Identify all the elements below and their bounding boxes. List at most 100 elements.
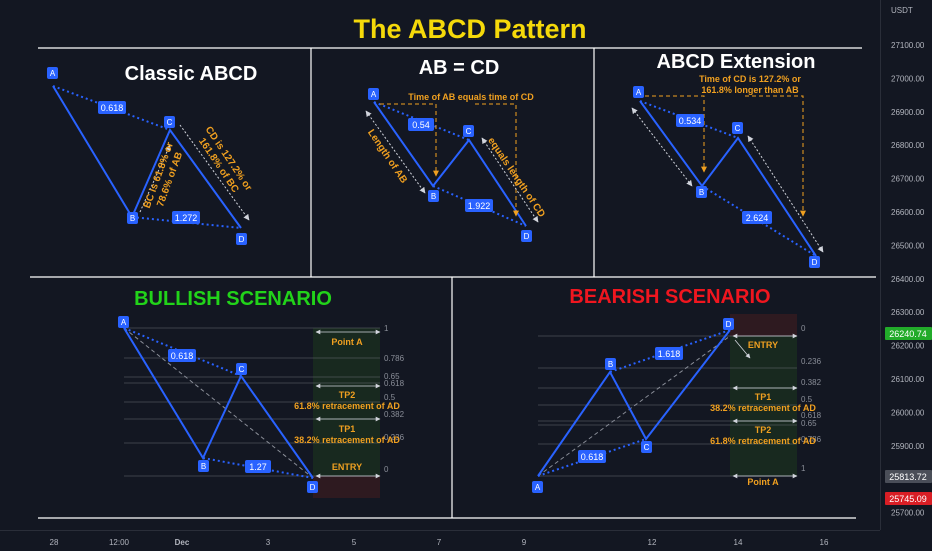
bearish-point-c: C — [644, 443, 650, 452]
bullish-title: BULLISH SCENARIO — [134, 288, 332, 310]
bearish-point-c-box — [641, 441, 652, 453]
bearish-point-b: B — [608, 360, 613, 369]
bearish-point-d: D — [726, 320, 732, 329]
price-badge-red: 25745.09 — [889, 494, 927, 504]
extension-point-c: C — [735, 124, 741, 133]
bearish-point-b-box — [605, 358, 616, 370]
bearish-entry-arrow — [734, 339, 751, 359]
currency-label: USDT — [891, 6, 913, 15]
bullish-point-d: D — [310, 483, 316, 492]
bullish-tp1-desc: 38.2% retracement of AD — [294, 435, 400, 445]
bearish-ratio-bd: 1.618 — [658, 349, 681, 359]
bearish-fib-05: 0.5 — [801, 395, 813, 404]
equal-ratio-ac: 0.54 — [412, 120, 430, 130]
extension-point-a-box — [633, 86, 644, 98]
bullish-point-b-box — [198, 460, 209, 472]
panel-frames — [30, 47, 876, 519]
bullish-point-b: B — [201, 462, 206, 471]
bearish-point-d-box — [723, 318, 734, 330]
bearish-ratio-ac-box — [578, 450, 606, 463]
price-tick-group: 27100.00 27000.00 26900.00 26800.00 26700.00… — [891, 41, 925, 518]
bullish-fib-0236: 0.236 — [384, 433, 405, 442]
price-tick-label: 26900.00 — [891, 108, 925, 117]
panel-equal: AB = CD Time of AB equals time of CD Len… — [365, 57, 547, 242]
time-tick-label: 28 — [50, 538, 59, 547]
time-tick-label: 14 — [734, 538, 743, 547]
extension-ratio-ac: 0.534 — [679, 116, 702, 126]
equal-cd-length-arrow — [481, 137, 539, 223]
bullish-point-a: A — [121, 318, 127, 327]
price-badge-gray-box — [885, 470, 932, 483]
bullish-tp2-label: TP2 — [339, 390, 356, 400]
equal-title: AB = CD — [419, 57, 500, 79]
bullish-ratio-ac-box — [168, 349, 196, 362]
bearish-title: BEARISH SCENARIO — [569, 286, 770, 308]
bearish-point-a-box — [532, 481, 543, 493]
bullish-ad-diagonal — [123, 327, 314, 479]
equal-ratio-bd: 1.922 — [468, 201, 491, 211]
equal-point-c: C — [466, 127, 472, 136]
price-tick-label: 26200.00 — [891, 342, 925, 351]
classic-point-b-box — [127, 212, 138, 224]
bearish-tp2-label: TP2 — [755, 425, 772, 435]
bearish-stop-zone — [730, 314, 797, 336]
price-tick-label: 27000.00 — [891, 74, 925, 83]
bearish-entry-label: ENTRY — [748, 340, 778, 350]
bullish-point-c: C — [239, 365, 245, 374]
bearish-fib-0236: 0.236 — [801, 357, 822, 366]
bullish-fib-labels: 1 0.786 0.65 0.618 0.5 0.382 0.236 0 — [384, 324, 405, 474]
classic-bc-arrow — [139, 144, 171, 213]
bullish-fib-0: 0 — [384, 465, 389, 474]
price-tick-label: 26500.00 — [891, 241, 925, 250]
extension-point-d-box — [809, 256, 820, 268]
bullish-point-a-label: Point A — [331, 337, 363, 347]
bearish-fib-1: 1 — [801, 464, 806, 473]
equal-ratio-bd-box — [465, 199, 493, 212]
time-tick-label: 3 — [266, 538, 271, 547]
bearish-pattern-line — [537, 329, 731, 477]
classic-point-b: B — [130, 214, 135, 223]
bullish-tp1-label: TP1 — [339, 424, 356, 434]
panel-bullish: BULLISH SCENARIO 1 0.786 0.65 0.618 0.5 … — [118, 288, 405, 498]
price-badge-gray: 25813.72 — [889, 472, 927, 482]
price-tick-label: 26600.00 — [891, 208, 925, 217]
bearish-fib-0382: 0.382 — [801, 378, 822, 387]
equal-point-b-box — [428, 190, 439, 202]
extension-ratio-bd: 2.624 — [746, 213, 769, 223]
bullish-ratio-bd-box — [245, 460, 271, 473]
panel-bearish: BEARISH SCENARIO 0 0.236 0.382 0.5 0.618… — [532, 286, 822, 493]
time-axis[interactable]: 28 12:00 Dec 3 5 7 9 12 14 16 — [0, 530, 880, 551]
equal-note-length-ab: Length of AB — [365, 128, 409, 186]
bullish-entry-label: ENTRY — [332, 462, 362, 472]
extension-point-b-box — [696, 186, 707, 198]
classic-ratio-cd: 1.272 — [175, 213, 198, 223]
price-tick-label: 26700.00 — [891, 175, 925, 184]
extension-ratio-ac-box — [676, 114, 704, 127]
extension-time-cd-bracket — [745, 95, 806, 217]
bullish-fib-1: 1 — [384, 324, 389, 333]
extension-note-time-2: 161.8% longer than AB — [701, 85, 799, 95]
bearish-fib-065: 0.65 — [801, 419, 817, 428]
panel-extension: ABCD Extension Time of CD is 127.2% or 1… — [631, 51, 824, 268]
price-tick-label: 25700.00 — [891, 509, 925, 518]
time-tick-label: 12:00 — [109, 538, 130, 547]
bearish-tp1-label: TP1 — [755, 392, 772, 402]
equal-point-c-box — [463, 125, 474, 137]
equal-point-b: B — [431, 192, 436, 201]
equal-ratio-ac-box — [408, 118, 434, 131]
bullish-ratio-ac: 0.618 — [171, 351, 194, 361]
bullish-fib-0618: 0.618 — [384, 379, 405, 388]
panel-classic: Classic ABCD BC is 61.8% or 78.6% of AB … — [47, 63, 257, 245]
classic-ratio-ab-box — [98, 101, 126, 114]
bullish-fib-0786: 0.786 — [384, 354, 405, 363]
extension-point-c-box — [732, 122, 743, 134]
bearish-point-a-label: Point A — [747, 477, 779, 487]
bullish-point-a-box — [118, 316, 129, 328]
classic-point-d: D — [239, 235, 245, 244]
time-tick-label: Dec — [175, 538, 190, 547]
bullish-tp2-desc: 61.8% retracement of AD — [294, 401, 400, 411]
price-axis[interactable]: USDT 27100.00 27000.00 26900.00 26800.00 267… — [880, 0, 932, 530]
bullish-ratio-bd: 1.27 — [249, 462, 267, 472]
bearish-tp2-desc: 61.8% retracement of AD — [710, 436, 816, 446]
